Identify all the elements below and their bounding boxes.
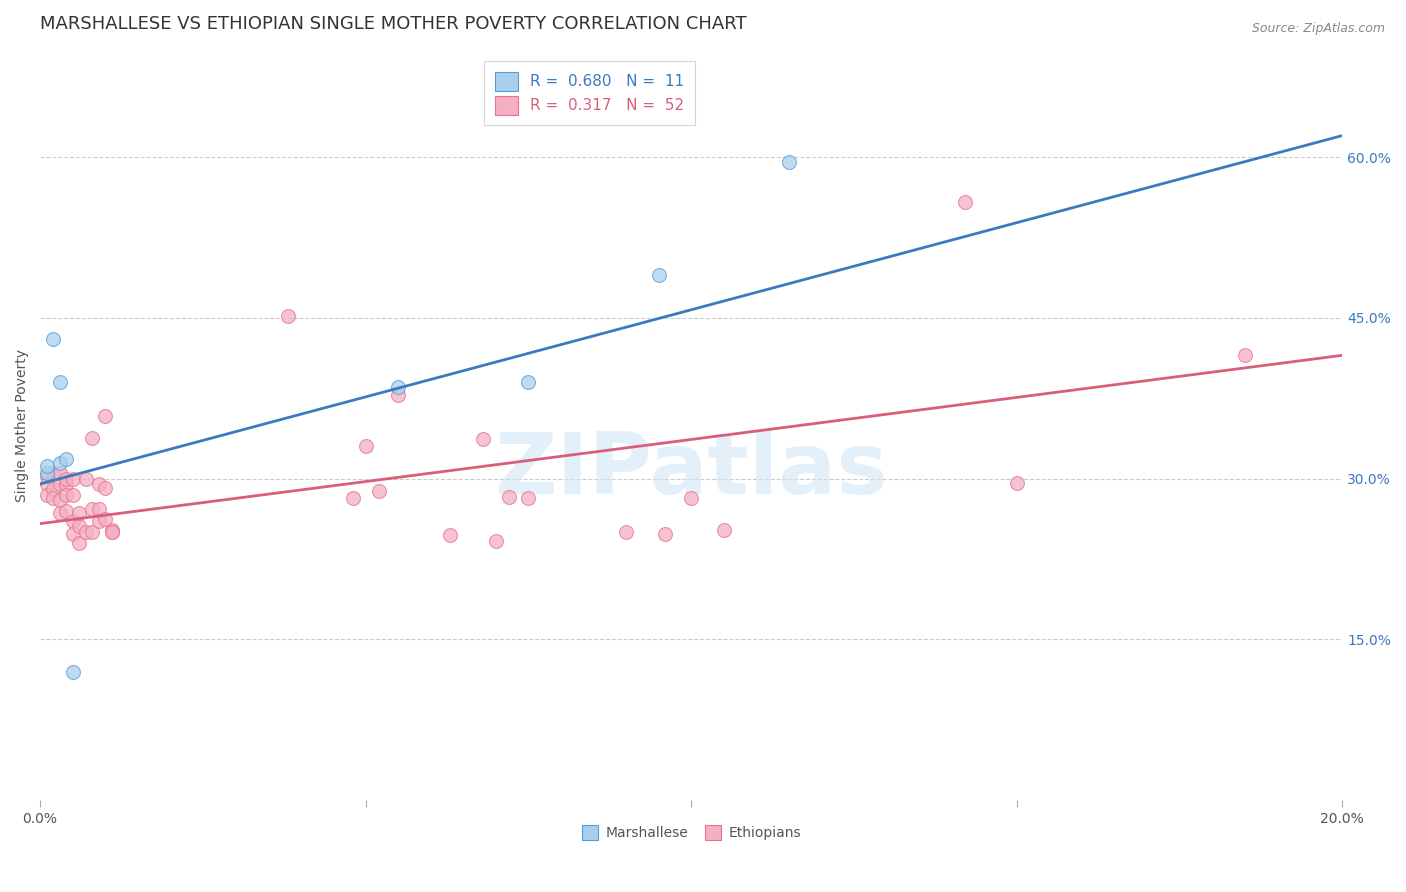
Point <box>35 477 58 491</box>
Point <box>953 195 976 210</box>
Point <box>94 409 117 424</box>
Point <box>100 525 122 540</box>
Point <box>75 472 97 486</box>
Point <box>48 506 70 520</box>
Point <box>55 472 77 486</box>
Point <box>42 467 65 481</box>
Point <box>35 488 58 502</box>
Point <box>42 332 65 346</box>
Point <box>354 440 377 454</box>
Point <box>367 484 389 499</box>
Point <box>62 515 84 529</box>
Point <box>67 506 90 520</box>
Point <box>471 432 494 446</box>
Point <box>100 523 122 537</box>
Point <box>485 533 508 548</box>
Point <box>87 515 110 529</box>
Point <box>62 488 84 502</box>
Point <box>517 491 540 505</box>
Point <box>276 309 298 323</box>
Point <box>48 493 70 508</box>
Point <box>778 155 800 169</box>
Point <box>82 501 104 516</box>
Point <box>517 375 540 389</box>
Point <box>387 380 409 394</box>
Point <box>94 512 117 526</box>
Point <box>55 477 77 491</box>
Point <box>42 483 65 497</box>
Point <box>647 268 669 282</box>
Y-axis label: Single Mother Poverty: Single Mother Poverty <box>15 349 30 501</box>
Point <box>48 477 70 491</box>
Point <box>387 388 409 402</box>
Point <box>1233 348 1256 362</box>
Point <box>94 481 117 495</box>
Point <box>48 456 70 470</box>
Point <box>35 469 58 483</box>
Point <box>1005 475 1028 490</box>
Point <box>498 490 520 504</box>
Point <box>654 527 676 541</box>
Point <box>35 467 58 481</box>
Point <box>713 523 735 537</box>
Point <box>48 375 70 389</box>
Text: ZIPatlas: ZIPatlas <box>495 428 889 511</box>
Point <box>55 488 77 502</box>
Point <box>87 501 110 516</box>
Point <box>67 518 90 533</box>
Point <box>82 431 104 445</box>
Point <box>55 452 77 467</box>
Point <box>342 491 364 505</box>
Point <box>87 477 110 491</box>
Point <box>439 528 461 542</box>
Text: MARSHALLESE VS ETHIOPIAN SINGLE MOTHER POVERTY CORRELATION CHART: MARSHALLESE VS ETHIOPIAN SINGLE MOTHER P… <box>41 15 747 33</box>
Point <box>100 525 122 540</box>
Point <box>62 472 84 486</box>
Point <box>62 527 84 541</box>
Point <box>42 491 65 505</box>
Point <box>48 467 70 481</box>
Point <box>55 504 77 518</box>
Point <box>614 525 637 540</box>
Point <box>62 665 84 679</box>
Point <box>82 525 104 540</box>
Point <box>35 458 58 473</box>
Point <box>681 491 703 505</box>
Legend: Marshallese, Ethiopians: Marshallese, Ethiopians <box>576 820 807 846</box>
Point <box>67 536 90 550</box>
Text: Source: ZipAtlas.com: Source: ZipAtlas.com <box>1251 22 1385 36</box>
Point <box>75 525 97 540</box>
